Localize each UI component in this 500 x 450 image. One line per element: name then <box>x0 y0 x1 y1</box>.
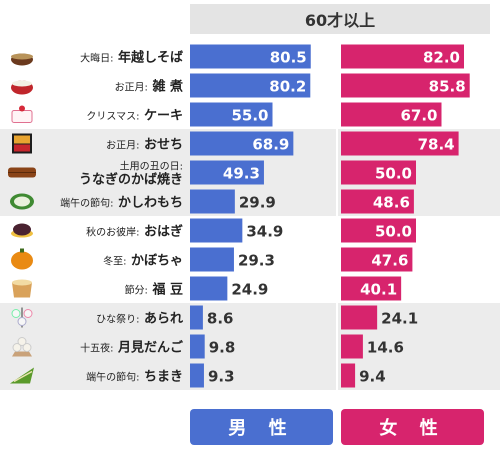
female-value-label: 82.0 <box>423 49 460 67</box>
female-bar <box>341 218 416 243</box>
category-label: 冬至: かぼちゃ <box>103 254 183 269</box>
legend-female-button[interactable]: 女 性 <box>341 409 484 445</box>
male-value-label: 80.2 <box>269 78 306 96</box>
category-label: お正月: おせち <box>106 138 183 153</box>
female-value-label: 50.0 <box>375 223 412 241</box>
male-bar <box>190 73 311 98</box>
category-label: 端午の節句: かしわもち <box>60 196 183 211</box>
female-value-label: 48.6 <box>373 194 410 212</box>
female-value-label: 67.0 <box>400 107 437 125</box>
female-value-label: 14.6 <box>367 339 404 357</box>
female-bar <box>341 44 464 69</box>
female-value-label: 24.1 <box>381 310 418 328</box>
category-label: 大晦日: 年越しそば <box>80 50 183 66</box>
male-value-label: 55.0 <box>231 107 268 125</box>
male-value-label: 9.8 <box>209 339 236 357</box>
male-bar <box>190 160 264 185</box>
male-bar <box>190 276 228 301</box>
dango-icon <box>12 337 32 357</box>
chimaki-icon <box>10 367 34 384</box>
category-label: 端午の節句: ちまき <box>86 370 183 385</box>
female-bar <box>341 334 363 359</box>
kashiwamochi-icon <box>10 193 34 210</box>
category-label: 秋のお彼岸: おはぎ <box>86 224 183 240</box>
male-bar <box>190 189 235 214</box>
female-value-label: 47.6 <box>371 252 408 270</box>
female-bar <box>341 131 459 156</box>
male-value-label: 24.9 <box>231 281 268 299</box>
female-bar <box>341 276 402 301</box>
female-bar <box>341 189 414 214</box>
male-bar <box>190 44 311 69</box>
category-label: 土用の丑の日:うなぎのかば焼き <box>79 160 183 188</box>
female-bar <box>341 73 470 98</box>
female-bar <box>341 247 413 272</box>
soba-bowl-icon <box>11 53 33 66</box>
category-label: クリスマス: ケーキ <box>86 109 183 124</box>
pumpkin-icon <box>11 248 33 270</box>
osechi-box-icon <box>12 133 32 154</box>
female-bar <box>341 160 416 185</box>
female-bar <box>341 305 378 330</box>
male-bar <box>190 363 204 388</box>
male-value-label: 49.3 <box>223 165 260 183</box>
cake-icon <box>11 105 33 123</box>
female-bar <box>341 102 442 127</box>
male-value-label: 34.9 <box>246 223 283 241</box>
male-value-label: 29.9 <box>239 194 276 212</box>
male-value-label: 9.3 <box>208 368 235 386</box>
ohagi-icon <box>11 223 33 238</box>
female-value-label: 50.0 <box>375 165 412 183</box>
female-value-label: 78.4 <box>418 136 455 154</box>
category-label: お正月: 雑 煮 <box>115 79 183 95</box>
bean-box-icon <box>12 279 32 298</box>
arare-icon <box>11 307 33 328</box>
chart-title: 60才以上 <box>190 4 490 34</box>
female-bar <box>341 363 356 388</box>
male-value-label: 80.5 <box>270 49 307 67</box>
male-value-label: 68.9 <box>252 136 289 154</box>
category-label: ひな祭り: あられ <box>96 312 183 327</box>
category-label: 十五夜: 月見だんご <box>80 340 184 356</box>
male-bar <box>190 334 205 359</box>
legend-male-button[interactable]: 男 性 <box>190 409 333 445</box>
female-value-label: 40.1 <box>360 281 397 299</box>
male-bar <box>190 102 273 127</box>
male-bar <box>190 305 203 330</box>
category-label: 節分: 福 豆 <box>125 282 183 298</box>
male-value-label: 8.6 <box>207 310 234 328</box>
male-bar <box>190 218 243 243</box>
female-value-label: 85.8 <box>429 78 466 96</box>
male-bar <box>190 247 234 272</box>
shaded-group-1 <box>0 303 500 390</box>
male-bar <box>190 131 294 156</box>
male-value-label: 29.3 <box>238 252 275 270</box>
female-value-label: 9.4 <box>359 368 386 386</box>
zoni-bowl-icon <box>11 80 33 95</box>
eel-skewer-icon <box>8 167 36 178</box>
bar-chart: 大晦日: 年越しそば 80.5 82.0 お正月: 雑 煮 80.2 85.8 クリスマス:… <box>0 44 500 390</box>
